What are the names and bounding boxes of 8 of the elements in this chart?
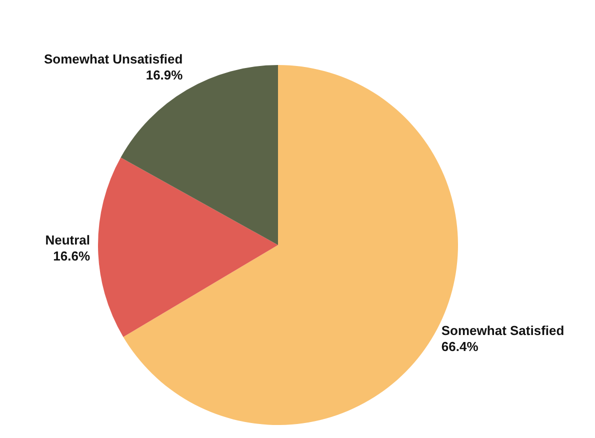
pie-slice [120,65,278,245]
data-label: 16.9% [146,68,184,83]
slice-label: Somewhat Unsatisfied [44,52,183,67]
data-label: 66.4% [441,338,479,354]
slice-label: Neutral [45,232,90,248]
pie-slice [98,157,278,337]
data-label: 16.6% [53,248,90,264]
slice-label: Somewhat Satisfied [441,322,564,338]
